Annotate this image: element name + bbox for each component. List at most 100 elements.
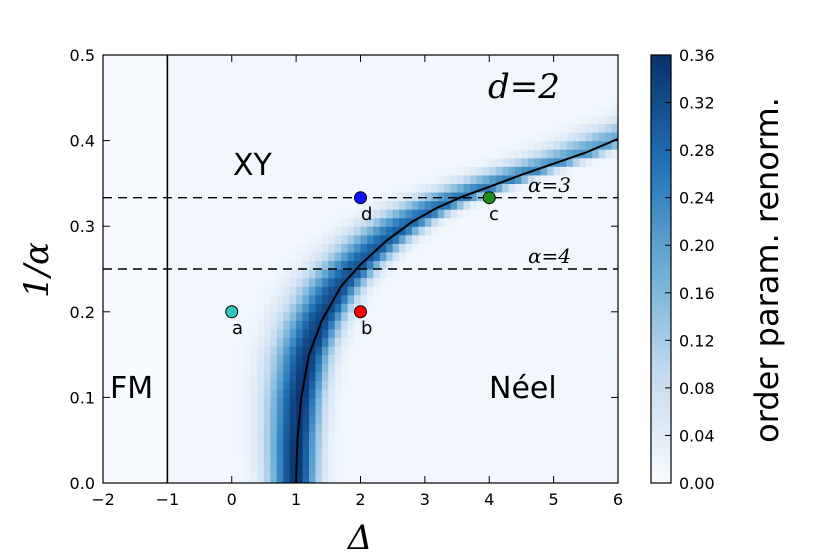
heatmap-cell [309, 405, 317, 416]
region-label-xy: XY [233, 148, 273, 183]
heatmap-cell [206, 80, 214, 90]
heatmap-cell [379, 388, 387, 398]
heatmap-cell [405, 157, 413, 167]
heatmap-cell [321, 132, 329, 142]
heatmap-cell [231, 397, 239, 407]
heatmap-cell [199, 320, 207, 330]
heatmap-cell [547, 371, 555, 381]
heatmap-cell [598, 226, 606, 236]
heatmap-cell [431, 311, 439, 321]
heatmap-cell [579, 431, 587, 441]
heatmap-cell [257, 191, 265, 202]
heatmap-cell [592, 423, 600, 433]
heatmap-cell [276, 397, 284, 407]
heatmap-cell [598, 243, 606, 253]
heatmap-cell [341, 380, 349, 390]
heatmap-cell [457, 80, 465, 90]
heatmap-cell [309, 114, 317, 125]
heatmap-cell [238, 457, 246, 467]
heatmap-cell [212, 388, 220, 398]
heatmap-cell [341, 320, 349, 330]
heatmap-cell [489, 106, 497, 116]
heatmap-cell [141, 140, 149, 150]
heatmap-cell [527, 474, 535, 483]
heatmap-cell [592, 388, 600, 398]
heatmap-cell [476, 423, 484, 433]
heatmap-cell [560, 448, 568, 458]
heatmap-cell [373, 405, 381, 416]
heatmap-cell [553, 140, 561, 150]
heatmap-cell [515, 55, 523, 65]
heatmap-cell [437, 388, 445, 398]
heatmap-cell [412, 423, 420, 433]
heatmap-cell [476, 89, 484, 99]
heatmap-cell [154, 140, 162, 150]
heatmap-cell [515, 200, 523, 210]
heatmap-cell [141, 183, 149, 193]
heatmap-cell [296, 320, 304, 330]
heatmap-cell [553, 431, 561, 441]
heatmap-cell [309, 174, 317, 184]
heatmap-cell [193, 114, 201, 125]
heatmap-cell [347, 431, 355, 441]
heatmap-cell [270, 397, 278, 407]
heatmap-cell [109, 89, 117, 99]
heatmap-cell [502, 448, 510, 458]
heatmap-cell [321, 388, 329, 398]
heatmap-cell [257, 260, 265, 270]
heatmap-cell [283, 217, 291, 227]
heatmap-cell [540, 55, 548, 65]
heatmap-cell [206, 448, 214, 458]
heatmap-cell [193, 448, 201, 458]
heatmap-cell [225, 337, 233, 347]
heatmap-cell [173, 448, 181, 458]
heatmap-cell [160, 346, 168, 356]
heatmap-cell [412, 337, 420, 347]
heatmap-cell [296, 72, 304, 82]
heatmap-cell [444, 149, 452, 159]
heatmap-cell [263, 191, 271, 202]
heatmap-cell [289, 423, 297, 433]
heatmap-cell [444, 123, 452, 133]
heatmap-cell [354, 269, 362, 279]
heatmap-cell [186, 328, 194, 339]
heatmap-cell [418, 72, 426, 82]
heatmap-cell [527, 149, 535, 159]
heatmap-cell [315, 63, 323, 73]
heatmap-cell [476, 123, 484, 133]
heatmap-cell [354, 371, 362, 381]
heatmap-cell [122, 277, 130, 287]
heatmap-cell [334, 97, 342, 107]
heatmap-cell [399, 337, 407, 347]
heatmap-cell [379, 269, 387, 279]
heatmap-cell [566, 72, 574, 82]
heatmap-cell [238, 346, 246, 356]
heatmap-cell [502, 55, 510, 65]
heatmap-cell [611, 294, 618, 304]
heatmap-cell [412, 166, 420, 176]
xy-neel-phase-boundary [295, 137, 618, 483]
heatmap-cell [399, 183, 407, 193]
heatmap-cell [225, 457, 233, 467]
heatmap-cell [103, 363, 111, 373]
heatmap-cell [579, 346, 587, 356]
heatmap-cell [495, 405, 503, 416]
heatmap-cell [366, 260, 374, 270]
heatmap-cell [160, 311, 168, 321]
heatmap-cell [560, 226, 568, 236]
heatmap-cell [212, 320, 220, 330]
heatmap-cell [212, 243, 220, 253]
heatmap-cell [328, 174, 336, 184]
heatmap-cell [276, 234, 284, 244]
heatmap-cell [553, 448, 561, 458]
heatmap-cell [135, 191, 143, 202]
heatmap-cell [354, 328, 362, 339]
heatmap-cell [560, 388, 568, 398]
heatmap-cell [469, 114, 477, 125]
heatmap-cell [103, 234, 111, 244]
heatmap-cell [373, 277, 381, 287]
heatmap-cell [270, 371, 278, 381]
heatmap-cell [508, 63, 516, 73]
heatmap-cell [231, 380, 239, 390]
heatmap-cell [611, 474, 618, 483]
